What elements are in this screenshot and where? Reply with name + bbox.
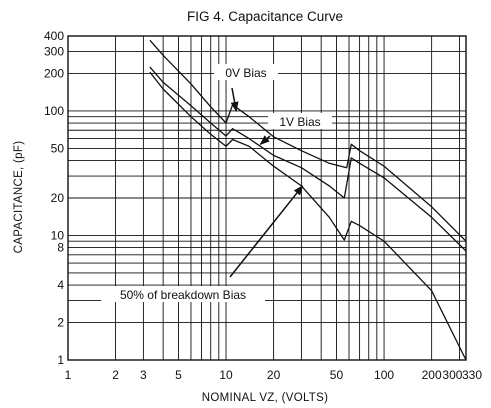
annotation-label: 0V Bias [225,66,266,80]
series-line-2 [149,71,467,361]
y-tick-labels: 1 2 4 810 20 50 100 200 300 400 [44,29,64,367]
annotation-bg [214,64,278,80]
annotation-arrow [230,87,239,112]
y-tick-label: 50 [51,141,65,155]
y-axis-label: CAPACITANCE, (pF) [13,141,25,254]
annotation-label: 1V Bias [279,115,320,129]
y-tick-label: 4 [57,278,64,292]
annotation-label: 50% of breakdown Bias [120,288,246,302]
y-tick-label: 400 [44,29,64,43]
y-tick-label: 8 [57,241,64,255]
annotation-arrow [259,135,271,145]
x-tick-label: 100 [374,368,394,382]
annotation-bg [268,113,332,129]
y-tick-label: 10 [51,228,65,242]
x-tick-label: 330 [462,368,482,382]
x-tick-label: 300 [442,368,462,382]
x-tick-label: 10 [219,368,233,382]
x-tick-label: 2 [112,368,119,382]
x-axis-label: NOMINAL VZ, (VOLTS) [202,392,328,404]
series-lines [149,39,467,361]
y-tick-label: 300 [44,45,64,59]
x-tick-label: 5 [175,368,182,382]
x-tick-label: 1 [65,368,72,382]
y-tick-label: 200 [44,66,64,80]
series-line-0 [149,39,467,242]
annotation-arrow [229,185,304,278]
annotations: 0V Bias 1V Bias 50% of breakdown Bias [101,64,332,302]
x-tick-label: 20 [267,368,281,382]
x-tick-label: 3 [140,368,147,382]
x-tick-labels: 1 2 3 5 10 20 50 100 200 300 330 [65,368,483,382]
grid [67,35,467,361]
y-tick-label: 2 [57,316,64,330]
chart-title: FIG 4. Capacitance Curve [187,9,343,24]
y-tick-label: 100 [44,104,64,118]
series-line-1 [149,66,467,252]
x-tick-label: 50 [330,368,344,382]
x-tick-label: 200 [422,368,442,382]
y-tick-label: 1 [57,353,64,367]
y-tick-label: 20 [51,191,65,205]
annotation-bg [101,286,265,302]
